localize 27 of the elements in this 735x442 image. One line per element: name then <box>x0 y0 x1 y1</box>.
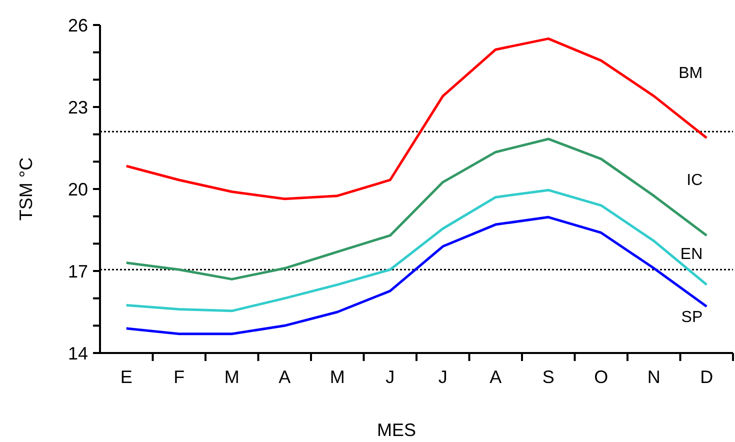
y-tick-label: 23 <box>68 97 88 118</box>
y-axis-title: TSM °C <box>16 157 36 221</box>
x-axis-title: MES <box>376 420 416 440</box>
line-series <box>125 188 708 312</box>
line-series <box>125 216 708 336</box>
line-series <box>125 138 708 280</box>
x-tick-label: M <box>224 367 240 387</box>
x-tick-label: J <box>386 367 395 387</box>
y-tick-label: 20 <box>68 179 88 200</box>
x-tick-label: A <box>490 367 502 387</box>
x-tick-label: O <box>594 367 608 387</box>
y-tick-label: 26 <box>68 15 88 36</box>
line-series <box>125 37 708 200</box>
y-tick-label: 17 <box>68 261 88 282</box>
series-label: BM <box>678 65 703 82</box>
y-tick-label: 14 <box>68 343 88 364</box>
x-tick-label: A <box>278 367 291 387</box>
x-tick-label: J <box>438 367 448 387</box>
series-label: IC <box>686 172 703 189</box>
x-tick-label: M <box>330 367 345 387</box>
x-tick-label: D <box>700 367 714 387</box>
x-tick-label: N <box>647 367 660 387</box>
x-tick-label: S <box>542 367 554 387</box>
series-label: EN <box>680 246 703 263</box>
x-tick-label: F <box>174 367 185 387</box>
x-tick-label: E <box>120 367 132 387</box>
series-label: SP <box>681 309 703 326</box>
